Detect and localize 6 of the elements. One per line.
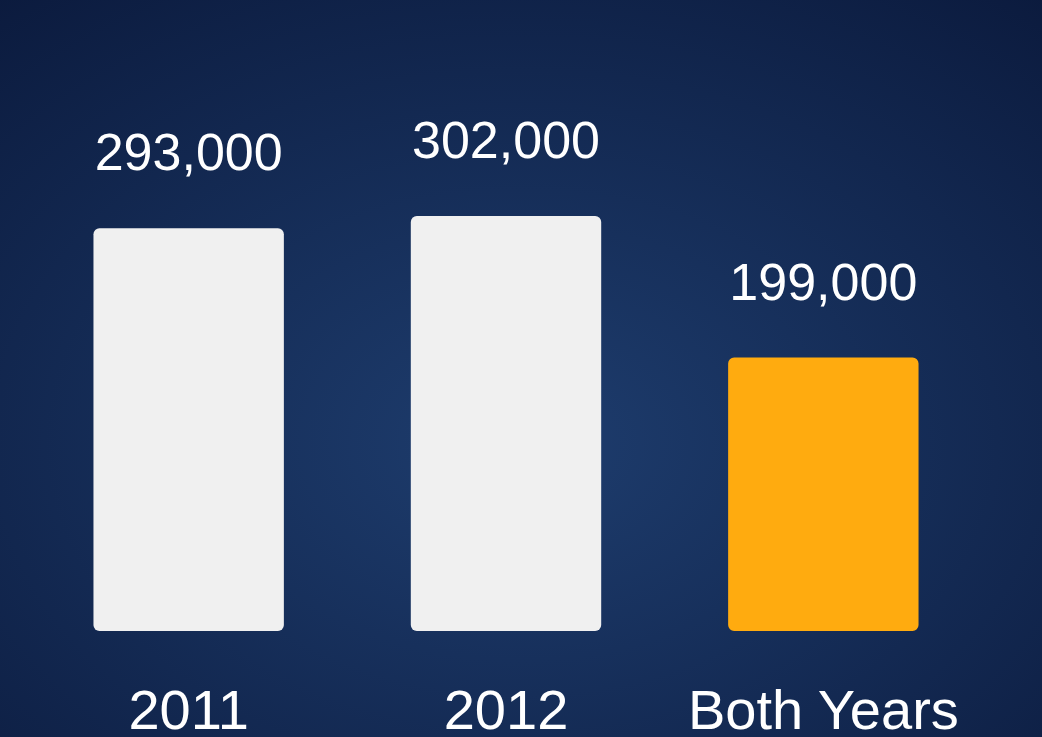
data-label: 199,000 bbox=[729, 252, 918, 311]
data-label: 302,000 bbox=[412, 110, 600, 169]
x-tick-label: Both Years bbox=[687, 677, 959, 737]
x-tick-label: 2011 bbox=[128, 677, 249, 737]
data-label: 293,000 bbox=[94, 123, 283, 182]
x-tick-label: 2012 bbox=[443, 677, 569, 737]
